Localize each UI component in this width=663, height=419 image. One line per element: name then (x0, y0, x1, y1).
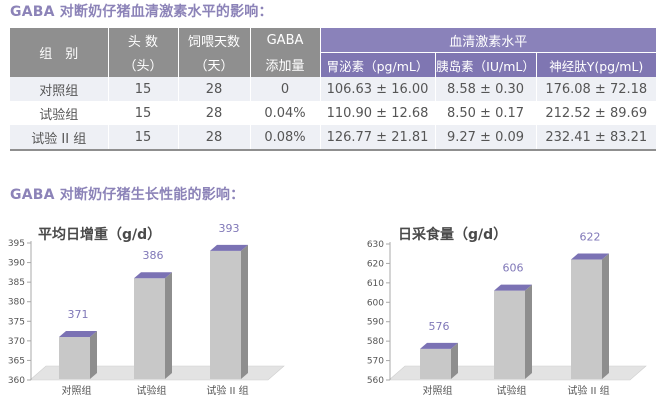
header-group: 组 别 (10, 28, 108, 77)
y-tick-label: 365 (8, 356, 25, 366)
bar (571, 260, 602, 379)
cell-neuropeptide-y: 212.52 ± 89.69 (536, 101, 656, 125)
bar-value-label: 606 (503, 262, 524, 275)
bar-side (90, 331, 97, 379)
header-gaba-dose: 添加量 (250, 53, 320, 78)
bar-side (525, 285, 532, 379)
bar-side (602, 254, 609, 379)
header-feeding-days: 饲喂天数 (178, 28, 250, 53)
cell-neuropeptide-y: 176.08 ± 72.18 (536, 77, 656, 101)
header-head-count: 头 数 (108, 28, 178, 53)
cell-gastrin: 126.77 ± 21.81 (320, 125, 435, 150)
cell-gaba: 0 (250, 77, 320, 101)
y-tick-label: 375 (8, 317, 25, 327)
y-tick-label: 390 (8, 259, 25, 269)
table-row: 试验组 15 28 0.04% 110.90 ± 12.68 8.50 ± 0.… (10, 101, 656, 125)
y-tick-label: 610 (367, 279, 384, 289)
cell-group: 试验组 (10, 101, 108, 125)
cell-gaba: 0.04% (250, 101, 320, 125)
y-tick-label: 600 (367, 298, 384, 308)
y-tick-label: 580 (367, 337, 384, 347)
y-tick-label: 380 (8, 298, 25, 308)
header-neuropeptide-y: 神经肽Y(pg/mL) (536, 53, 656, 78)
bar-side (241, 245, 248, 379)
y-tick-label: 385 (8, 278, 25, 288)
bar (210, 251, 241, 379)
x-category-label: 对照组 (62, 384, 92, 397)
y-tick-label: 370 (8, 337, 25, 347)
y-tick-label: 360 (8, 376, 25, 386)
x-category-label: 试验组 (137, 384, 167, 397)
x-category-label: 试验 II 组 (567, 384, 609, 397)
cell-gastrin: 106.63 ± 16.00 (320, 77, 435, 101)
cell-feeding-days: 28 (178, 77, 250, 101)
header-serum-hormone-level: 血清激素水平 (320, 28, 656, 53)
header-insulin: 胰岛素（IU/mL） (435, 53, 536, 78)
cell-feeding-days: 28 (178, 125, 250, 150)
cell-head-count: 15 (108, 101, 178, 125)
y-tick-label: 620 (367, 259, 384, 269)
chart-daily-feed-intake: 560 570 580 590 600 610 620 630 576 对照组 606 试验组 622 试… (355, 232, 660, 419)
y-tick-label: 395 (8, 239, 25, 249)
table-row: 试验 II 组 15 28 0.08% 126.77 ± 21.81 9.27 … (10, 125, 656, 150)
bar (134, 278, 165, 379)
cell-insulin: 8.58 ± 0.30 (435, 77, 536, 101)
header-head-count-unit: （头） (108, 53, 178, 78)
y-tick-label: 560 (367, 376, 384, 386)
y-tick-label: 630 (367, 240, 384, 250)
bar (420, 349, 451, 379)
header-feeding-days-unit: （天） (178, 53, 250, 78)
cell-head-count: 15 (108, 77, 178, 101)
bar-value-label: 622 (580, 231, 601, 244)
bar-value-label: 386 (143, 249, 164, 262)
cell-insulin: 8.50 ± 0.17 (435, 101, 536, 125)
x-category-label: 对照组 (423, 384, 453, 397)
bar-side (451, 343, 458, 379)
bar-side (165, 272, 172, 379)
cell-group: 对照组 (10, 77, 108, 101)
header-gastrin: 胃泌素（pg/mL） (320, 53, 435, 78)
bar-value-label: 371 (68, 308, 89, 321)
cell-head-count: 15 (108, 125, 178, 150)
bar-value-label: 576 (429, 320, 450, 333)
section-title-growth-performance: GABA 对断奶仔猪生长性能的影响： (10, 184, 244, 204)
cell-feeding-days: 28 (178, 101, 250, 125)
bar (59, 337, 90, 379)
y-tick-label: 590 (367, 318, 384, 328)
cell-insulin: 9.27 ± 0.09 (435, 125, 536, 150)
cell-gastrin: 110.90 ± 12.68 (320, 101, 435, 125)
section-title-serum-hormones: GABA 对断奶仔猪血清激素水平的影响： (10, 1, 273, 21)
x-category-label: 试验 II 组 (206, 384, 248, 397)
serum-hormone-table: 组 别 头 数 饲喂天数 GABA 血清激素水平 （头） （天） 添加量 胃泌素… (10, 28, 656, 151)
table-row: 对照组 15 28 0 106.63 ± 16.00 8.58 ± 0.30 1… (10, 77, 656, 101)
chart-average-daily-gain: 360365370375380385390395371对照组386试验组393试… (0, 232, 300, 419)
bar-value-label: 393 (219, 222, 240, 235)
cell-gaba: 0.08% (250, 125, 320, 150)
x-category-label: 试验组 (497, 384, 527, 397)
cell-neuropeptide-y: 232.41 ± 83.21 (536, 125, 656, 150)
header-gaba: GABA (250, 28, 320, 53)
bar (494, 291, 525, 379)
y-tick-label: 570 (367, 357, 384, 367)
cell-group: 试验 II 组 (10, 125, 108, 150)
